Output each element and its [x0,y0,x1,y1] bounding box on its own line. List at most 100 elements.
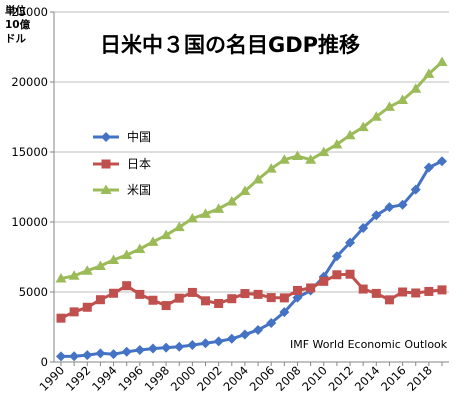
data-point-japan [384,295,394,305]
data-point-usa [200,208,212,218]
data-point-china [239,329,250,340]
data-point-usa [252,173,264,184]
y-tick-label: 15000 [11,145,48,159]
data-point-china [410,184,421,195]
data-point-china [345,237,356,248]
data-point-japan [122,281,132,291]
y-tick-label: 20000 [11,75,48,89]
data-point-china [200,338,211,349]
data-point-china [279,307,290,318]
data-point-china [213,336,224,347]
data-point-usa [147,236,159,246]
legend-label-japan: 日本 [127,157,151,171]
data-point-china [82,350,93,361]
data-point-japan [253,289,263,299]
data-point-china [187,340,198,351]
data-point-japan [69,307,79,317]
data-point-usa [383,101,395,111]
unit-label-line-2: 10億 [5,18,31,31]
data-point-china [397,199,408,210]
legend-marker-china [101,132,111,142]
y-tick-label: 10000 [11,215,48,229]
data-point-usa [370,111,382,121]
data-point-china [56,351,66,362]
data-point-china [147,343,158,354]
data-point-usa [173,221,185,232]
legend-label-china: 中国 [127,129,151,144]
data-point-china [253,324,264,335]
legend: 中国 日本 米国 [93,129,151,197]
data-point-japan [161,301,171,311]
data-point-china [266,317,277,328]
data-point-usa [397,94,409,105]
data-point-japan [371,288,381,298]
data-point-usa [423,68,435,78]
axis-layer [50,11,449,366]
data-point-japan [266,293,276,303]
data-point-usa [265,163,277,173]
unit-label-line-1: 単位 [5,4,26,17]
data-point-japan [214,298,224,308]
y-tick-label: 25000 [11,5,48,19]
data-point-usa [226,196,238,206]
data-point-usa [134,243,146,254]
legend-marker-usa [100,184,112,194]
data-point-japan [148,295,158,305]
data-point-usa [81,265,93,275]
data-point-usa [344,129,356,140]
data-point-china [174,341,185,352]
data-point-usa [94,260,106,270]
data-point-japan [398,287,408,297]
series-layer [55,56,448,362]
data-point-japan [56,313,66,323]
data-point-usa [436,56,448,66]
data-point-japan [279,293,289,303]
data-point-japan [306,283,316,293]
data-point-usa [318,146,330,157]
data-point-usa [305,154,317,164]
data-point-japan [95,295,105,305]
data-point-china [331,251,342,262]
data-point-usa [121,249,133,260]
data-point-usa [160,229,172,240]
source-note: IMF World Economic Outlook [290,338,448,351]
data-point-japan [424,286,434,296]
data-point-china [358,223,369,234]
data-point-china [437,156,447,167]
data-point-usa [55,273,67,283]
chart-title: 日米中３国の名目GDP推移 [100,33,360,57]
data-point-usa [108,254,120,264]
data-point-japan [240,289,250,299]
data-point-china [226,333,237,344]
data-point-china [161,342,172,353]
y-tick-label: 5000 [19,285,48,299]
data-point-usa [213,203,225,213]
data-point-usa [410,83,422,93]
legend-marker-japan [101,159,111,169]
data-point-usa [291,150,303,161]
data-point-japan [292,285,302,295]
data-point-japan [345,269,355,279]
unit-label-line-3: ドル [5,33,26,45]
data-point-usa [278,154,290,164]
data-point-usa [186,213,198,223]
data-point-usa [357,121,369,132]
data-point-japan [109,288,119,298]
data-point-usa [239,185,251,196]
data-point-china [371,210,382,221]
data-point-china [292,292,303,303]
data-point-japan [201,296,211,306]
data-point-usa [331,138,343,149]
data-point-japan [135,289,145,299]
grid-layer [54,11,449,293]
data-point-usa [68,270,80,280]
data-point-japan [358,284,368,294]
data-point-china [423,162,434,173]
legend-label-usa: 米国 [127,183,151,197]
data-point-japan [332,270,342,280]
data-point-china [384,202,395,213]
data-point-japan [174,293,184,303]
data-point-japan [437,285,447,295]
